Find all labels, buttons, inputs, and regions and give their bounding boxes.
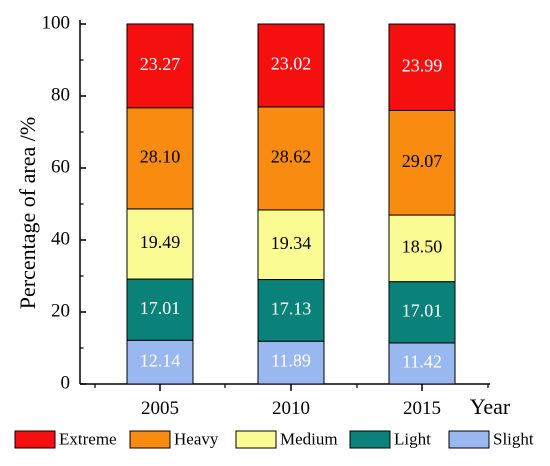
legend: Extreme Heavy Medium Light Slight bbox=[14, 429, 534, 449]
legend-swatch-heavy bbox=[129, 430, 171, 449]
bar-segment-heavy bbox=[257, 106, 325, 211]
data-label: 28.10 bbox=[140, 146, 181, 166]
x-tick-label: 2005 bbox=[141, 398, 179, 419]
legend-label: Heavy bbox=[174, 429, 219, 448]
data-label: 18.50 bbox=[402, 236, 443, 256]
legend-label: Medium bbox=[280, 429, 338, 448]
legend-label: Slight bbox=[493, 429, 534, 448]
bar-segment-extreme bbox=[388, 23, 456, 111]
data-label: 23.02 bbox=[271, 54, 312, 74]
legend-swatch-light bbox=[349, 430, 391, 449]
y-tick-label: 100 bbox=[42, 12, 71, 33]
legend-label: Extreme bbox=[59, 429, 117, 448]
data-labels: 12.14 17.01 19.49 28.10 23.27 11.89 17.13 19.34… bbox=[140, 54, 443, 372]
bar-segment-extreme bbox=[126, 23, 194, 109]
bar-segment-slight bbox=[126, 339, 194, 385]
data-label: 28.62 bbox=[271, 147, 312, 167]
legend-swatch-medium bbox=[235, 430, 277, 449]
y-tick-label: 0 bbox=[61, 372, 71, 393]
bars bbox=[126, 23, 456, 385]
x-tick-label: 2010 bbox=[272, 398, 310, 419]
bar-segment-light bbox=[388, 281, 456, 344]
data-label: 19.49 bbox=[140, 232, 181, 252]
x-tick-label: 2015 bbox=[403, 398, 441, 419]
data-label: 23.27 bbox=[140, 54, 181, 74]
data-label: 29.07 bbox=[402, 151, 443, 171]
data-label: 23.99 bbox=[402, 55, 443, 75]
bar-segment-heavy bbox=[388, 109, 456, 216]
bar-segment-medium bbox=[257, 209, 325, 281]
bar-segment-slight bbox=[388, 342, 456, 385]
bar-segment-extreme bbox=[257, 23, 325, 108]
data-label: 11.89 bbox=[271, 351, 311, 371]
data-label: 17.13 bbox=[271, 298, 312, 318]
data-label: 11.42 bbox=[402, 352, 442, 372]
tick-labels: 0 20 40 60 80 100 2005 2010 2015 bbox=[42, 12, 442, 419]
y-axis-title: Percentage of area /% bbox=[15, 117, 40, 309]
bar-segment-medium bbox=[388, 214, 456, 283]
bar-segment-light bbox=[257, 279, 325, 342]
y-tick-label: 60 bbox=[51, 156, 70, 177]
legend-label: Light bbox=[394, 429, 431, 448]
legend-swatch-slight bbox=[448, 430, 490, 449]
x-axis-title: Year bbox=[470, 394, 511, 419]
bar-segment-light bbox=[126, 278, 194, 341]
y-tick-label: 80 bbox=[51, 84, 70, 105]
data-label: 19.34 bbox=[271, 233, 312, 253]
bar-segment-heavy bbox=[126, 107, 194, 210]
bar-segment-medium bbox=[126, 208, 194, 280]
data-label: 12.14 bbox=[140, 350, 181, 370]
bar-segment-slight bbox=[257, 340, 325, 385]
y-tick-label: 40 bbox=[51, 228, 70, 249]
y-tick-label: 20 bbox=[51, 300, 70, 321]
data-label: 17.01 bbox=[140, 298, 181, 318]
data-label: 17.01 bbox=[402, 300, 443, 320]
legend-swatch-extreme bbox=[14, 430, 56, 449]
